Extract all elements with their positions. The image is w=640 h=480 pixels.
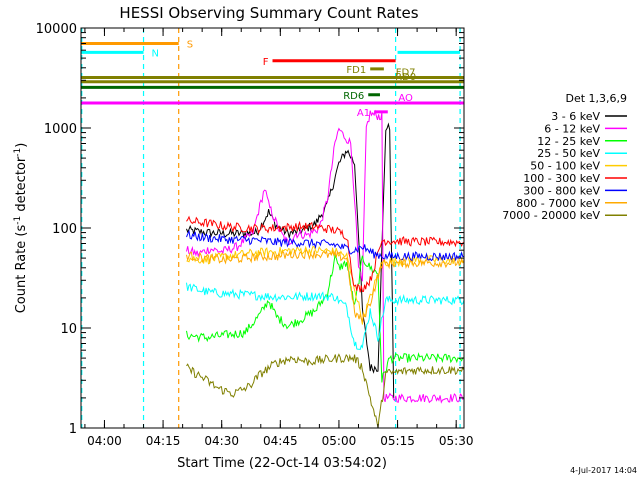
y-tick-label-1: 10 xyxy=(60,322,77,337)
chart-title: HESSI Observing Summary Count Rates xyxy=(119,4,418,22)
x-tick-label-1: 04:15 xyxy=(146,434,181,448)
x-tick-label-0: 04:00 xyxy=(87,434,122,448)
x-tick-label-3: 04:45 xyxy=(263,434,298,448)
flag-label-6: RD0 xyxy=(395,72,416,83)
series-line-3 xyxy=(186,282,465,351)
y-axis-label: Count Rate (s-1 detector-1) xyxy=(13,143,29,314)
x-tick-label-6: 05:30 xyxy=(439,434,474,448)
series-line-6 xyxy=(186,229,465,263)
series-line-7 xyxy=(186,249,465,323)
series-line-5 xyxy=(186,215,465,293)
legend-label-0: 3 - 6 keV xyxy=(551,110,600,123)
flag-label-4: FD1 xyxy=(346,65,366,76)
x-tick-label-5: 05:15 xyxy=(380,434,415,448)
series-line-2 xyxy=(186,253,465,383)
series-line-0 xyxy=(186,122,395,398)
y-axis-label-mid: detector xyxy=(14,156,29,216)
legend-label-3: 25 - 50 keV xyxy=(537,147,600,160)
legend-label-5: 100 - 300 keV xyxy=(523,172,600,185)
flag-label-0: S xyxy=(187,39,193,50)
footer-date: 4-Jul-2017 14:04 xyxy=(570,466,637,475)
legend-label-7: 800 - 7000 keV xyxy=(516,197,600,210)
y-tick-label-3: 1000 xyxy=(44,122,77,137)
flag-label-8: RD6 xyxy=(343,91,364,102)
axes-layer: 04:00 04:15 04:30 04:45 05:00 05:15 05:30 1 10 10… xyxy=(36,22,474,448)
legend-label-4: 50 - 100 keV xyxy=(530,160,600,173)
legend-label-1: 6 - 12 keV xyxy=(544,122,600,135)
y-axis-label-end: ) xyxy=(14,143,29,148)
y-tick-label-2: 100 xyxy=(52,222,77,237)
legend-label-6: 300 - 800 keV xyxy=(523,184,600,197)
series-line-8 xyxy=(186,353,465,429)
legend-title: Det 1,3,6,9 xyxy=(565,92,627,105)
legend-label-2: 12 - 25 keV xyxy=(537,135,600,148)
series-line-1 xyxy=(186,109,465,404)
y-axis-label-main: Count Rate (s xyxy=(14,225,29,314)
y-axis-label-sup2: -1 xyxy=(13,148,23,157)
flag-label-1: N xyxy=(152,48,159,59)
y-tick-label-0: 1 xyxy=(69,422,77,437)
x-axis-label: Start Time (22-Oct-14 03:54:02) xyxy=(177,456,387,471)
x-tick-label-2: 04:30 xyxy=(204,434,239,448)
flag-label-9: AO xyxy=(398,93,413,104)
legend-label-8: 7000 - 20000 keV xyxy=(502,209,600,222)
flag-label-5: FD7 xyxy=(396,67,416,78)
flag-label-10: A1 xyxy=(357,108,370,119)
y-tick-label-4: 10000 xyxy=(36,22,77,37)
flag-label-3: F xyxy=(263,57,269,68)
x-tick-label-4: 05:00 xyxy=(322,434,357,448)
y-axis-label-sup1: -1 xyxy=(13,216,23,225)
